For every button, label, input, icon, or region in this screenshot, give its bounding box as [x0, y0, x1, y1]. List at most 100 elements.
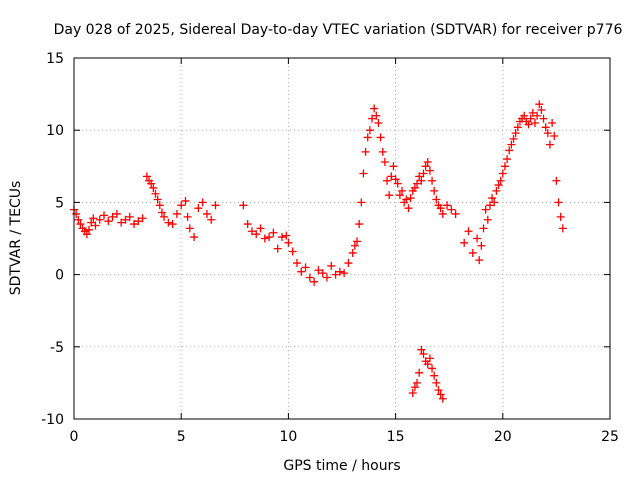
chart-title: Day 028 of 2025, Sidereal Day-to-day VTE… — [54, 22, 623, 38]
data-point — [374, 118, 383, 127]
data-point — [172, 209, 181, 218]
data-point — [483, 215, 492, 224]
data-point — [539, 114, 548, 123]
data-point — [503, 155, 512, 164]
data-point — [368, 114, 377, 123]
data-point — [207, 215, 216, 224]
data-point — [385, 191, 394, 200]
data-point — [410, 183, 419, 192]
series-points — [70, 100, 567, 403]
data-point — [91, 221, 100, 230]
data-point — [398, 186, 407, 195]
y-tick-label: 15 — [46, 51, 64, 67]
data-point — [410, 383, 419, 392]
data-point — [104, 217, 113, 226]
data-point — [357, 198, 366, 207]
x-tick-label: 25 — [601, 429, 619, 445]
grid-lines — [74, 58, 610, 419]
data-point — [256, 224, 265, 233]
data-point — [492, 186, 501, 195]
y-tick-label: 5 — [55, 195, 64, 211]
data-point — [436, 390, 445, 399]
data-point — [425, 166, 434, 175]
data-point — [74, 215, 83, 224]
data-point — [413, 179, 422, 188]
data-point — [134, 217, 143, 226]
data-point — [376, 133, 385, 142]
data-point — [406, 194, 415, 203]
data-point — [370, 104, 379, 113]
data-point — [378, 147, 387, 156]
data-point — [436, 204, 445, 213]
data-point — [460, 238, 469, 247]
data-point — [537, 105, 546, 114]
data-point — [383, 176, 392, 185]
data-point — [301, 263, 310, 272]
data-point — [485, 201, 494, 210]
x-tick-label: 5 — [177, 429, 186, 445]
data-point — [526, 114, 535, 123]
data-point — [181, 196, 190, 205]
data-point — [243, 220, 252, 229]
data-point — [419, 350, 428, 359]
y-tick-label: 10 — [46, 123, 64, 139]
data-point — [89, 214, 98, 223]
data-point — [157, 208, 166, 217]
data-point — [95, 215, 104, 224]
data-point — [507, 140, 516, 149]
data-point — [419, 169, 428, 178]
data-point — [498, 169, 507, 178]
data-point — [533, 111, 542, 120]
data-point — [305, 273, 314, 282]
data-point — [554, 198, 563, 207]
data-point — [468, 248, 477, 257]
data-point — [82, 230, 91, 239]
data-point — [423, 157, 432, 166]
y-tick-label: 0 — [55, 268, 64, 284]
data-point — [530, 118, 539, 127]
data-point — [190, 233, 199, 242]
data-point — [282, 231, 291, 240]
data-point — [511, 129, 520, 138]
data-point — [415, 368, 424, 377]
data-point — [76, 220, 85, 229]
data-point — [389, 162, 398, 171]
data-point — [318, 269, 327, 278]
data-point — [314, 266, 323, 275]
data-point — [545, 140, 554, 149]
data-point — [541, 123, 550, 132]
data-point — [363, 133, 372, 142]
data-point — [496, 176, 505, 185]
data-point — [292, 259, 301, 268]
x-tick-label: 15 — [387, 429, 405, 445]
data-point — [505, 146, 514, 155]
data-point — [130, 220, 139, 229]
data-point — [415, 172, 424, 181]
data-point — [198, 198, 207, 207]
data-point — [202, 209, 211, 218]
data-point — [269, 228, 278, 237]
data-point — [556, 212, 565, 221]
data-point — [151, 189, 160, 198]
data-point — [260, 234, 269, 243]
data-point — [395, 191, 404, 200]
data-point — [340, 269, 349, 278]
data-point — [331, 270, 340, 279]
data-point — [500, 162, 509, 171]
data-point — [355, 220, 364, 229]
data-point — [421, 162, 430, 171]
data-point — [481, 205, 490, 214]
data-point — [423, 360, 432, 369]
data-point — [447, 205, 456, 214]
data-point — [494, 181, 503, 190]
data-point — [543, 129, 552, 138]
data-point — [434, 386, 443, 395]
y-tick-label: -10 — [41, 412, 64, 428]
data-point — [430, 186, 439, 195]
data-point — [194, 204, 203, 213]
data-point — [438, 394, 447, 403]
data-point — [164, 218, 173, 227]
data-point — [85, 225, 94, 234]
data-point — [524, 120, 533, 129]
